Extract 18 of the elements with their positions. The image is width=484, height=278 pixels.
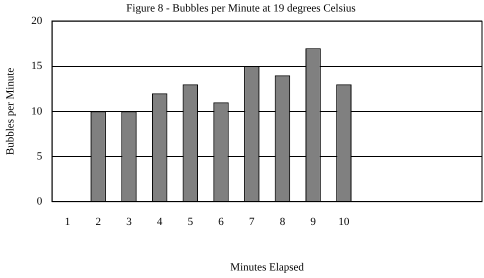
y-tick-label: 5 [36, 150, 43, 162]
y-tick-label: 10 [31, 105, 43, 118]
x-tick-label: 2 [96, 216, 101, 228]
y-axis-title: Bubbles per Minute [4, 68, 16, 156]
y-tick-label: 0 [36, 195, 43, 208]
chart-title: Figure 8 - Bubbles per Minute at 19 degrees Celsius [126, 2, 356, 14]
x-axis-title: Minutes Elapsed [230, 261, 304, 274]
x-tick-label: 4 [156, 216, 163, 228]
x-tick-label: 10 [338, 216, 350, 228]
y-tick-label: 20 [31, 15, 43, 28]
x-tick-label: 6 [218, 216, 224, 228]
x-tick-label: 1 [64, 216, 70, 228]
x-tick-label: 9 [310, 216, 316, 228]
x-tick-label: 8 [280, 216, 286, 228]
y-tick-label: 15 [31, 60, 43, 72]
x-tick-label: 7 [249, 216, 255, 228]
x-tick-label: 3 [126, 216, 132, 228]
x-tick-label: 5 [188, 216, 194, 228]
